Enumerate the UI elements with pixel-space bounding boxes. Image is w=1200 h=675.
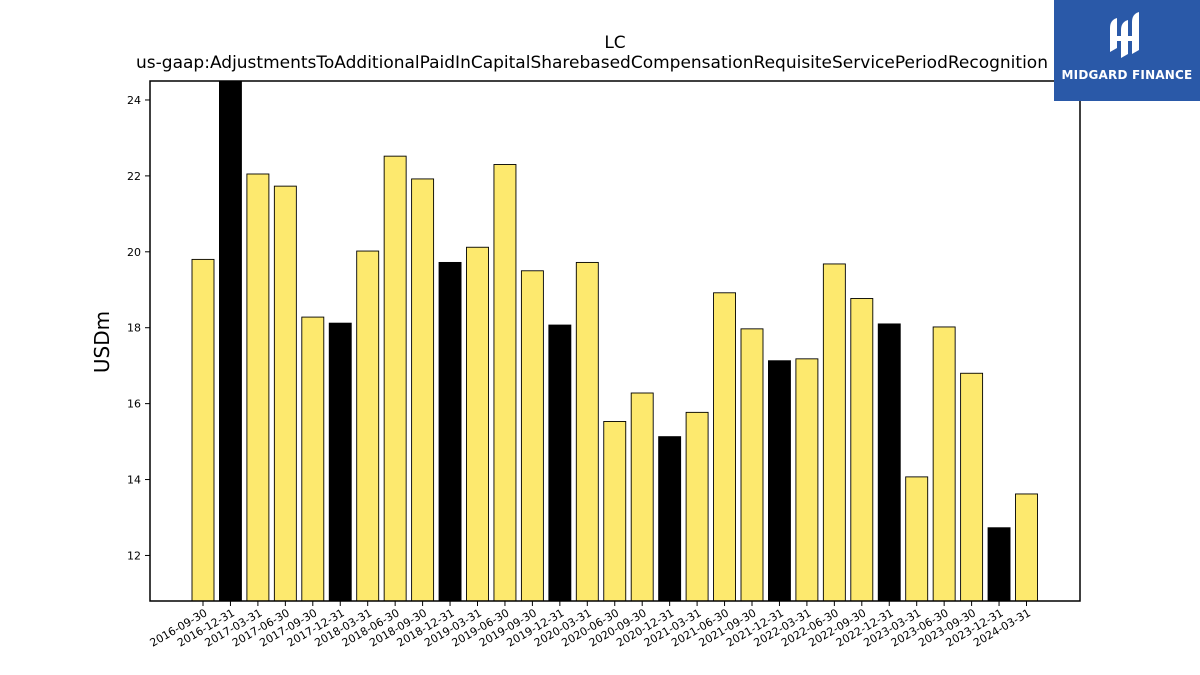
x-axis-ticks: 2016-09-302016-12-312017-03-312017-06-30… [148,601,1033,650]
bar-2018-09-30 [411,178,435,602]
bar-2021-03-31 [685,411,709,602]
bar-2022-06-30 [822,263,846,602]
y-tick-label: 12 [127,549,141,562]
bar-2020-09-30 [630,392,654,602]
chart-subtitle: us-gaap:AdjustmentsToAdditionalPaidInCap… [136,53,1048,73]
bar-2016-12-31 [218,80,242,602]
bar-2024-03-31 [1015,493,1038,602]
bar-2022-03-31 [795,358,819,602]
y-tick-label: 22 [127,170,141,183]
bar-2016-09-30 [191,258,215,602]
bar-2017-03-31 [246,173,270,602]
bar-2020-03-31 [575,261,599,602]
bar-2021-06-30 [713,292,736,602]
y-tick-label: 24 [127,94,141,107]
y-tick-label: 18 [127,322,141,335]
bar-2017-12-31 [328,322,352,602]
bar-2019-09-30 [520,270,544,602]
bar-2018-12-31 [438,261,462,602]
y-tick-label: 20 [127,246,141,259]
bar-2023-06-30 [932,326,956,602]
bar-2023-09-30 [960,372,984,602]
brand-logo-text: MIDGARD FINANCE [1061,68,1193,82]
bars [191,80,1038,602]
bar-2021-09-30 [740,328,764,602]
bar-2020-12-31 [658,436,682,602]
bar-2018-06-30 [383,155,407,602]
bar-2023-03-31 [905,476,929,602]
bar-2019-12-31 [548,324,572,602]
bar-2019-06-30 [493,164,517,602]
brand-logo: MIDGARD FINANCE [1054,0,1200,101]
y-axis-ticks: 12 14 16 18 20 22 24 [127,94,150,562]
midgard-logo-icon [1110,12,1139,58]
bar-2023-12-31 [987,527,1011,602]
bar-2022-09-30 [850,298,874,602]
bar-2021-12-31 [768,360,791,602]
y-tick-label: 14 [127,474,141,487]
bar-2022-12-31 [877,323,901,602]
y-axis-label: USDm [90,311,114,373]
chart-title: LC [604,33,625,53]
y-tick-label: 16 [127,398,141,411]
bar-2017-06-30 [273,185,297,602]
bar-2017-09-30 [301,316,325,602]
bar-2019-03-31 [466,246,489,602]
bar-2018-03-31 [356,250,380,602]
bar-2020-06-30 [603,421,627,602]
